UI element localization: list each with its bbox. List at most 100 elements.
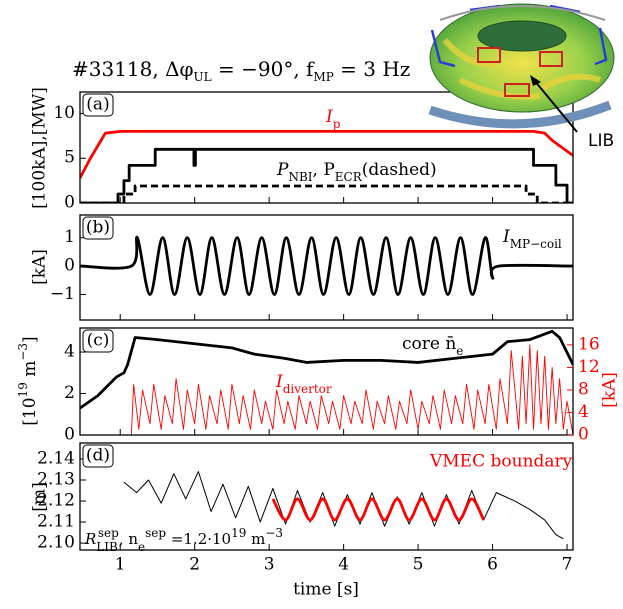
y-tick-label: 10 [53,103,75,123]
annotation-part: m [246,530,265,548]
x-axis-label: time [s] [293,580,359,600]
annotation-sub: ECR [335,170,363,184]
annotation-part: I [502,227,510,247]
annotation-sup: sep [145,526,166,540]
y-tick-label: −1 [50,284,75,304]
annotation-sub: divertor [283,382,332,396]
annotation-sub: p [333,117,341,131]
annotation: VMEC boundary [429,452,573,472]
x-tick-label: 4 [338,555,349,575]
y2-tick-label: 4 [578,402,589,422]
plot-frame [79,91,574,204]
y2-tick-label: 0 [578,425,589,445]
title: #33118, ΔφUL = −90°, fMP = 3 Hz [72,57,410,84]
coils-red [477,47,563,97]
y2-tick-label: 12 [578,357,600,377]
y-axis-label: [m] [30,482,50,511]
annotation: IMP−coil [502,227,562,251]
y2-tick-label: 8 [578,379,589,399]
y-tick-label: 2.10 [37,533,75,553]
x-tick-label: 3 [264,555,275,575]
data-line [80,129,573,179]
title-sub: UL [194,70,212,84]
y-tick-label: 2.14 [37,448,75,468]
inset-label: LIB [588,131,614,151]
torus-pattern [442,38,601,100]
y-axis-label: [100kA],[MW] [30,87,50,209]
annotation-part: R [84,530,96,548]
coils-blue [430,4,608,68]
panel-label: (a) [86,95,109,115]
annotation: Idivertor [275,372,332,396]
panel-label-box [82,329,114,353]
plot-frame [79,327,574,436]
y-tick-label: 0 [64,193,75,213]
y-tick-label: 2.12 [37,491,75,511]
annotation: RLIBsep, nesep =1.2·1019 m−3 [84,526,283,554]
x-tick-label: 7 [562,555,573,575]
y-tick-label: 0 [64,256,75,276]
y-tick-label: 2.11 [37,512,75,532]
plot-frame [79,442,574,551]
y-tick-label: 2.13 [37,469,75,489]
label-sup: −3 [16,343,30,361]
annotation: core n̄e [402,334,463,358]
y-tick-label: 1 [64,227,75,247]
label-part: m [20,361,40,383]
label-part: ] [20,336,40,343]
annotation-part: I [275,372,283,392]
lib-arrow-head [530,75,541,86]
annotation: PNBI, PECR(dashed) [276,160,437,184]
data-line [80,235,573,296]
annotation-sup: −3 [265,526,283,540]
annotation-sup: 19 [231,526,246,540]
data-line [271,497,485,522]
y-tick-label: 2 [64,383,75,403]
y-axis-label: [1019 m−3] [16,336,40,425]
title-part: = −90°, f [212,57,315,81]
x-tick-label: 5 [413,555,424,575]
annotation-sub: NBI [288,170,312,184]
annotation-part: P [276,160,289,180]
label-part: [10 [20,397,40,425]
annotation-part: I [325,107,333,127]
data-line [80,147,573,203]
lib-arrow [533,79,578,133]
annotation-part: , n [119,530,139,548]
coil-frame [439,5,606,21]
annotation-sub: e [456,344,463,358]
annotation-part: (dashed) [362,160,437,180]
x-tick-label: 2 [189,555,200,575]
annotation-part: =1.2·10 [166,530,231,548]
annotation: Ip [325,107,341,131]
y-tick-label: 4 [64,342,75,362]
title-part: #33118, Δφ [72,57,194,81]
panel-label: (b) [86,218,110,238]
y2-axis-label: [kA] [600,372,620,408]
x-tick-label: 1 [115,555,126,575]
annotation-sub: LIB [96,540,118,554]
panel-label-box [82,93,114,117]
annotation-sub: MP−coil [510,237,562,251]
y-tick-label: 5 [64,148,75,168]
annotation-sup: sep [98,526,119,540]
y-axis-label: [kA] [30,249,50,285]
torus-inset: LIB [428,3,615,151]
annotation-part: core n̄ [402,334,456,354]
plot-frame [79,214,574,321]
data-line [80,344,573,435]
x-tick-label: 6 [487,555,498,575]
rotation-arrow [428,100,612,129]
y2-tick-label: 16 [578,334,600,354]
annotation-sub: e [138,540,145,554]
panel-label: (c) [87,331,110,351]
panel-label-box [82,444,114,468]
y-tick-label: 0 [64,425,75,445]
panel-label-box [82,216,114,240]
annotation-part: , P [313,160,335,180]
title-sub: MP [313,70,333,84]
title-part: = 3 Hz [334,57,411,81]
data-line [80,184,573,203]
